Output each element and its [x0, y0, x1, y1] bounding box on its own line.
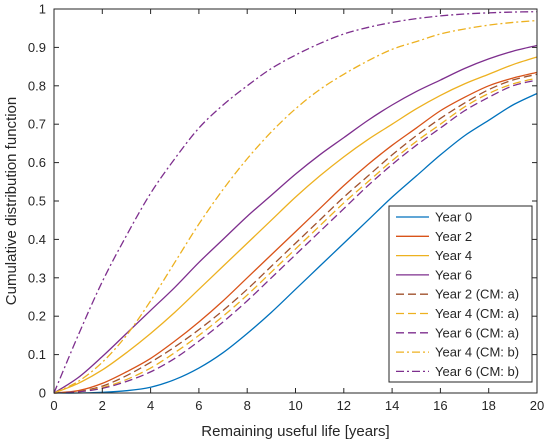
series-line-year-6 [53, 44, 538, 394]
x-tick-label: 20 [530, 398, 544, 413]
y-tick-label: 0.4 [28, 232, 46, 247]
x-tick-label: 16 [433, 398, 447, 413]
legend-label-year-6-cm-a: Year 6 (CM: a) [435, 325, 519, 340]
y-tick-label: 0.9 [28, 40, 46, 55]
x-tick-label: 0 [50, 398, 57, 413]
series-line-year-4-cm-a [53, 77, 538, 394]
legend-label-year-4-cm-b: Year 4 (CM: b) [435, 345, 519, 360]
x-tick-label: 6 [195, 398, 202, 413]
y-tick-label: 0.7 [28, 117, 46, 132]
series-line-year-6-cm-b [53, 11, 538, 394]
series-line-year-0 [53, 92, 538, 394]
legend-label-year-4-cm-a: Year 4 (CM: a) [435, 306, 519, 321]
y-tick-label: 0 [39, 386, 46, 401]
y-tick-label: 0.2 [28, 309, 46, 324]
y-tick-label: 0.5 [28, 194, 46, 209]
legend-label-year-2: Year 2 [435, 229, 472, 244]
y-tick-label: 0.1 [28, 347, 46, 362]
series-layer [53, 11, 538, 394]
y-tick-label: 0.8 [28, 78, 46, 93]
y-tick-label: 0.3 [28, 270, 46, 285]
series-line-year-4 [53, 56, 538, 394]
series-line-year-2-cm-a [53, 73, 538, 394]
x-tick-label: 8 [244, 398, 251, 413]
series-line-year-2 [53, 71, 538, 394]
ticks-layer: 0 2 4 6 8 10 12 14 16 18 20 0 0.1 0.2 0.3 0.4 0.5 0.6 0.7 0… [28, 2, 544, 414]
x-tick-label: 2 [99, 398, 106, 413]
y-tick-label: 0.6 [28, 155, 46, 170]
x-tick-label: 12 [337, 398, 351, 413]
y-axis-label: Cumulative distribution function [3, 97, 20, 305]
legend-label-year-6: Year 6 [435, 267, 472, 282]
x-tick-label: 4 [147, 398, 154, 413]
x-axis-label: Remaining useful life [years] [201, 423, 389, 440]
legend-label-year-6-cm-b: Year 6 (CM: b) [435, 364, 519, 379]
y-tick-label: 1 [39, 2, 46, 17]
legend-label-year-4: Year 4 [435, 248, 472, 263]
x-tick-label: 18 [481, 398, 495, 413]
x-tick-label: 10 [288, 398, 302, 413]
legend-label-year-0: Year 0 [435, 210, 472, 225]
legend: Year 0 Year 2 Year 4 Year 6 Year 2 (CM: a) Ye… [388, 205, 533, 383]
legend-label-year-2-cm-a: Year 2 (CM: a) [435, 287, 519, 302]
x-tick-label: 14 [385, 398, 399, 413]
